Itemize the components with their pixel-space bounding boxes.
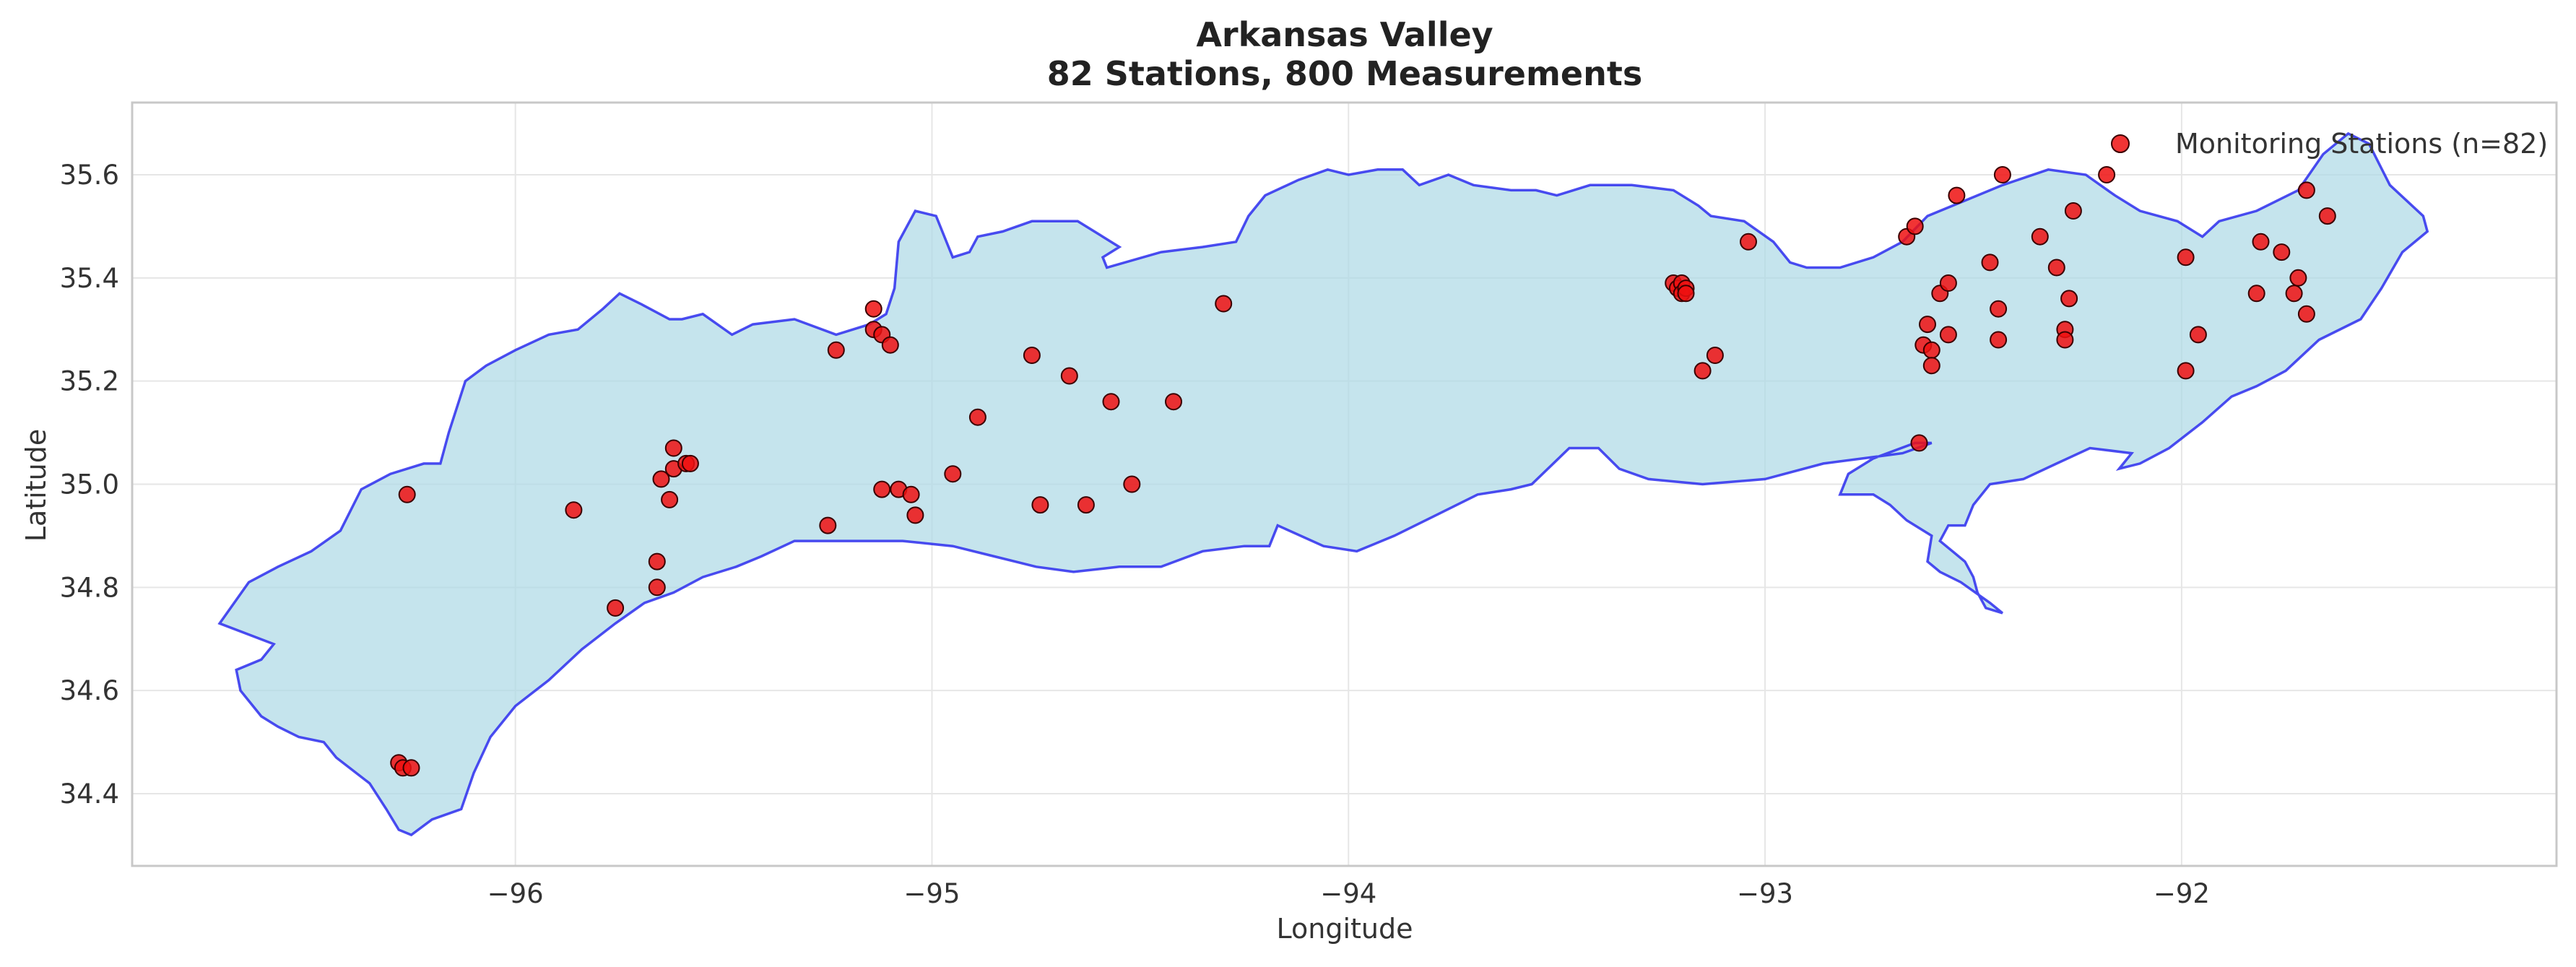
station-point xyxy=(819,516,837,534)
title-line-1: Arkansas Valley xyxy=(1196,15,1493,54)
station-point xyxy=(661,490,679,508)
station-point xyxy=(864,300,882,318)
legend-label: Monitoring Stations (n=82) xyxy=(2175,128,2548,160)
region-polygon xyxy=(217,131,2429,837)
legend: Monitoring Stations (n=82) xyxy=(2111,128,2548,160)
station-point xyxy=(1990,331,2008,349)
station-point xyxy=(1077,496,1095,514)
y-tick-label: 35.2 xyxy=(60,366,119,397)
y-tick-label: 35.6 xyxy=(60,160,119,191)
station-point xyxy=(664,439,682,457)
station-point xyxy=(681,454,699,472)
station-point xyxy=(1922,357,1940,375)
station-point xyxy=(2273,243,2291,261)
station-point xyxy=(2098,166,2116,183)
station-point xyxy=(1215,295,1233,313)
station-point xyxy=(873,480,891,498)
y-tick-label: 34.8 xyxy=(60,572,119,603)
station-point xyxy=(2285,285,2303,303)
station-point xyxy=(565,501,583,519)
station-point xyxy=(1031,496,1049,514)
y-tick-label: 35.0 xyxy=(60,469,119,500)
station-point xyxy=(1123,475,1141,493)
station-point xyxy=(1981,253,1999,272)
station-point xyxy=(648,552,666,571)
station-markers xyxy=(390,166,2336,777)
x-axis-label: Longitude xyxy=(1277,913,1413,945)
station-point xyxy=(1060,367,1078,385)
y-axis-label: Latitude xyxy=(20,429,52,542)
x-ticks: −96 −95 −94 −93 −92 xyxy=(487,878,2210,909)
station-point xyxy=(2047,259,2065,277)
x-tick-label: −92 xyxy=(2154,878,2210,909)
y-tick-label: 34.6 xyxy=(60,675,119,706)
station-point xyxy=(1939,274,1957,292)
station-point xyxy=(2252,233,2270,251)
station-point xyxy=(398,485,416,503)
y-ticks: 34.4 34.6 34.8 35.0 35.2 35.4 35.6 xyxy=(60,160,119,810)
station-point xyxy=(1910,434,1928,452)
station-point xyxy=(2177,362,2195,380)
station-point xyxy=(944,465,962,483)
station-point xyxy=(2177,248,2195,266)
station-point xyxy=(1922,341,1940,359)
x-tick-label: −95 xyxy=(903,878,960,909)
plot-frame xyxy=(131,101,2558,867)
station-point xyxy=(2060,290,2078,308)
station-point xyxy=(2289,269,2307,287)
station-point xyxy=(881,336,899,354)
station-point xyxy=(2064,202,2082,220)
station-point xyxy=(2297,305,2315,323)
station-point xyxy=(1948,186,1966,204)
station-point xyxy=(827,341,845,359)
station-point xyxy=(1677,285,1695,303)
x-tick-label: −94 xyxy=(1320,878,1376,909)
station-point xyxy=(1023,347,1041,364)
station-point xyxy=(2031,227,2049,246)
station-point xyxy=(1706,347,1724,364)
station-point xyxy=(1990,300,2008,318)
station-point xyxy=(652,470,670,488)
station-point xyxy=(1694,362,1712,380)
station-point xyxy=(648,578,666,597)
station-point xyxy=(2247,285,2265,303)
station-point xyxy=(1919,316,1936,334)
station-point xyxy=(1102,393,1120,411)
station-point xyxy=(902,485,920,503)
station-point xyxy=(906,506,924,524)
station-point xyxy=(1906,217,1924,235)
station-point xyxy=(402,759,420,777)
station-point xyxy=(1993,166,2011,183)
x-tick-label: −93 xyxy=(1737,878,1793,909)
y-tick-label: 34.4 xyxy=(60,779,119,810)
y-tick-label: 35.4 xyxy=(60,263,119,294)
station-point xyxy=(1165,393,1182,411)
station-point xyxy=(2318,207,2336,225)
legend-marker xyxy=(2111,134,2130,153)
station-point xyxy=(607,599,625,617)
station-point xyxy=(968,408,986,426)
station-point xyxy=(1939,326,1957,344)
station-point xyxy=(2189,326,2207,344)
station-point xyxy=(2056,331,2074,349)
station-point xyxy=(1740,233,1757,251)
station-point xyxy=(2297,181,2315,199)
title-line-2: 82 Stations, 800 Measurements xyxy=(1047,54,1642,93)
x-tick-label: −96 xyxy=(487,878,544,909)
